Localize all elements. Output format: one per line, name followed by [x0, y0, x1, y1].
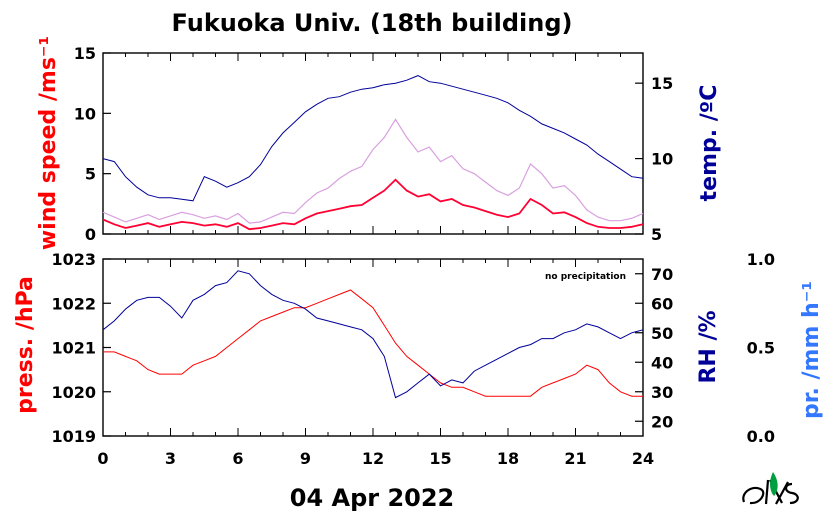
right-tick-label: 15 — [651, 74, 673, 93]
series-press-line — [103, 289, 643, 397]
x-tick-label: 9 — [300, 449, 311, 468]
bottom-panel-frame — [102, 258, 644, 437]
x-tick-label: 21 — [564, 449, 586, 468]
left-tick-label: 1019 — [51, 427, 96, 446]
rh-axis-label: RH /% — [696, 310, 721, 383]
left-tick-label: 1023 — [51, 250, 96, 269]
right-tick-label: 50 — [651, 324, 673, 343]
top-panel-frame — [102, 52, 644, 235]
precip-tick-label: 1.0 — [747, 250, 775, 269]
right-tick-label: 40 — [651, 353, 673, 372]
series-rh-line — [102, 270, 644, 399]
precip-axis-label: pr. /mm h⁻¹ — [799, 281, 824, 419]
series-wind-line — [102, 178, 644, 231]
x-tick-label: 24 — [632, 449, 654, 468]
precip-tick-label: 0.0 — [747, 427, 775, 446]
series-wind-gust-line — [102, 118, 644, 224]
institution-logo — [742, 472, 799, 505]
wind-axis-label: wind speed /ms⁻¹ — [36, 36, 61, 250]
top-panel: 0 5 10 15 5 10 15 — [74, 44, 674, 244]
x-tick-label: 6 — [232, 449, 243, 468]
date-label: 04 Apr 2022 — [290, 484, 455, 512]
chart-title: Fukuoka Univ. (18th building) — [172, 9, 573, 37]
bottom-panel: 1019 1020 1021 1022 1023 20 30 40 50 60 70 no prec… — [51, 250, 673, 446]
left-tick-label: 1020 — [51, 383, 96, 402]
x-tick-label: 15 — [429, 449, 451, 468]
precipitation-note: no precipitation — [545, 272, 626, 282]
left-tick-label: 1022 — [51, 294, 96, 313]
right-tick-label: 60 — [651, 294, 673, 313]
right-tick-label: 10 — [651, 150, 673, 169]
x-tick-label: 0 — [97, 449, 108, 468]
left-tick-label: 1021 — [51, 339, 96, 358]
series-temp-line — [102, 75, 644, 202]
right-tick-label: 70 — [651, 265, 673, 284]
left-tick-label: 0 — [85, 225, 96, 244]
x-tick-label: 3 — [165, 449, 176, 468]
left-tick-label: 5 — [85, 165, 96, 184]
pressure-axis-label: press. /hPa — [13, 276, 38, 414]
temp-axis-label: temp. /ºC — [697, 85, 722, 202]
right-tick-label: 20 — [651, 412, 673, 431]
left-tick-label: 10 — [74, 104, 96, 123]
x-tick-label: 18 — [497, 449, 519, 468]
right-tick-label: 5 — [651, 225, 662, 244]
x-tick-label: 12 — [362, 449, 384, 468]
precip-tick-label: 0.5 — [747, 339, 775, 358]
left-tick-label: 15 — [74, 44, 96, 63]
right-tick-label: 30 — [651, 383, 673, 402]
